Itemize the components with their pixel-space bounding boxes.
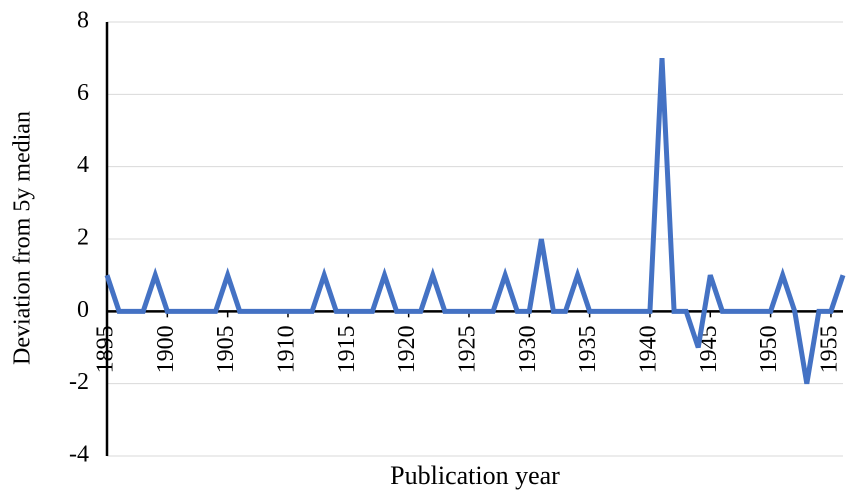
x-tick-label: 1910 xyxy=(273,325,299,373)
y-tick-label: 8 xyxy=(77,8,89,34)
y-tick-label: 4 xyxy=(77,152,89,178)
x-tick-label: 1925 xyxy=(454,325,480,373)
x-tick-label: 1895 xyxy=(93,325,119,373)
x-tick-label: 1930 xyxy=(515,325,541,373)
x-tick-label: 1920 xyxy=(394,325,420,373)
x-tick-label: 1950 xyxy=(756,325,782,373)
y-tick-label: -2 xyxy=(69,369,89,395)
data-line xyxy=(104,58,846,385)
y-tick-label: 2 xyxy=(77,225,89,251)
x-tick-label: 1915 xyxy=(334,325,360,373)
y-axis-title: Deviation from 5y median xyxy=(10,111,36,365)
x-tick-label: 1955 xyxy=(816,325,842,373)
y-tick-label: 6 xyxy=(77,80,89,106)
y-tick-label: -4 xyxy=(69,442,89,468)
x-tick-label: 1940 xyxy=(635,325,661,373)
x-axis-title: Publication year xyxy=(390,461,560,490)
x-tick-label: 1935 xyxy=(575,325,601,373)
x-tick-label: 1905 xyxy=(213,325,239,373)
x-tick-label: 1900 xyxy=(153,325,179,373)
y-tick-label: 0 xyxy=(77,297,89,323)
